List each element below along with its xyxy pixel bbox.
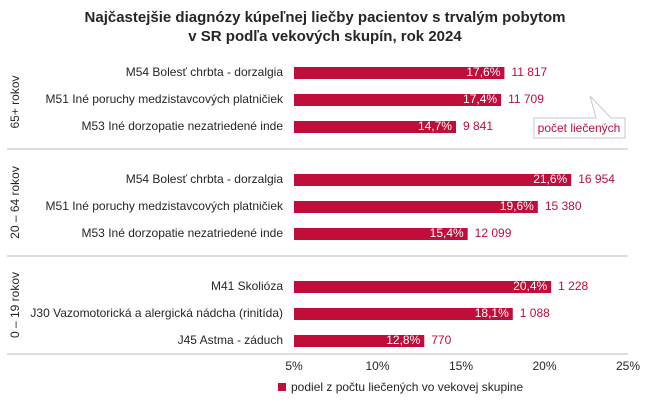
bar-value-label: 21,6% bbox=[533, 172, 567, 186]
x-tick-label: 20% bbox=[532, 359, 556, 373]
category-label: M51 Iné poruchy medzistavcových platniči… bbox=[46, 199, 284, 213]
category-label: M53 Iné dorzopatie nezatriedené inde bbox=[82, 226, 284, 240]
bar bbox=[294, 281, 552, 293]
x-tick-label: 25% bbox=[616, 359, 640, 373]
bar-value-label: 15,4% bbox=[430, 226, 464, 240]
x-tick-label: 15% bbox=[449, 359, 473, 373]
category-label: J45 Astma - záduch bbox=[178, 333, 283, 347]
bar-value-label: 17,4% bbox=[463, 92, 497, 106]
bar bbox=[294, 67, 505, 79]
group-label: 20 – 64 rokov bbox=[8, 166, 22, 239]
bar-value-label: 20,4% bbox=[513, 279, 547, 293]
x-tick-label: 5% bbox=[285, 359, 303, 373]
callout-label: počet liečených bbox=[538, 121, 621, 135]
count-label: 12 099 bbox=[475, 226, 512, 240]
group-label: 0 – 19 rokov bbox=[8, 272, 22, 338]
category-label: M54 Bolesť chrbta - dorzalgia bbox=[126, 65, 284, 79]
bar-value-label: 19,6% bbox=[500, 199, 534, 213]
bar bbox=[294, 308, 513, 320]
bar-value-label: 18,1% bbox=[475, 306, 509, 320]
bar bbox=[294, 94, 502, 106]
count-label: 770 bbox=[431, 333, 451, 347]
x-tick-label: 10% bbox=[365, 359, 389, 373]
callout-box bbox=[533, 95, 626, 139]
category-label: M53 Iné dorzopatie nezatriedené inde bbox=[82, 119, 284, 133]
bar-value-label: 17,6% bbox=[466, 65, 500, 79]
count-label: 16 954 bbox=[578, 172, 615, 186]
bar bbox=[294, 228, 468, 240]
category-label: M41 Skolióza bbox=[211, 279, 283, 293]
count-label: 1 088 bbox=[520, 306, 550, 320]
bar bbox=[294, 121, 456, 133]
bar-value-label: 12,8% bbox=[386, 333, 420, 347]
chart-title-line: Najčastejšie diagnózy kúpeľnej liečby pa… bbox=[85, 9, 566, 26]
count-label: 1 228 bbox=[558, 279, 588, 293]
bar bbox=[294, 174, 572, 186]
category-label: M51 Iné poruchy medzistavcových platniči… bbox=[46, 92, 284, 106]
chart-title-line: v SR podľa vekových skupín, rok 2024 bbox=[188, 28, 462, 45]
bar bbox=[294, 201, 538, 213]
bar-value-label: 14,7% bbox=[418, 119, 452, 133]
legend-label: podiel z počtu liečených vo vekovej skup… bbox=[291, 380, 523, 394]
count-label: 15 380 bbox=[545, 199, 582, 213]
count-label: 11 709 bbox=[508, 92, 544, 106]
count-label: 11 817 bbox=[511, 65, 547, 79]
category-label: M54 Bolesť chrbta - dorzalgia bbox=[126, 172, 284, 186]
group-label: 65+ rokov bbox=[8, 75, 22, 128]
category-label: J30 Vazomotorická a alergická nádcha (ri… bbox=[30, 306, 283, 320]
legend-swatch bbox=[278, 383, 286, 391]
count-label: 9 841 bbox=[463, 119, 493, 133]
bar bbox=[294, 335, 425, 347]
